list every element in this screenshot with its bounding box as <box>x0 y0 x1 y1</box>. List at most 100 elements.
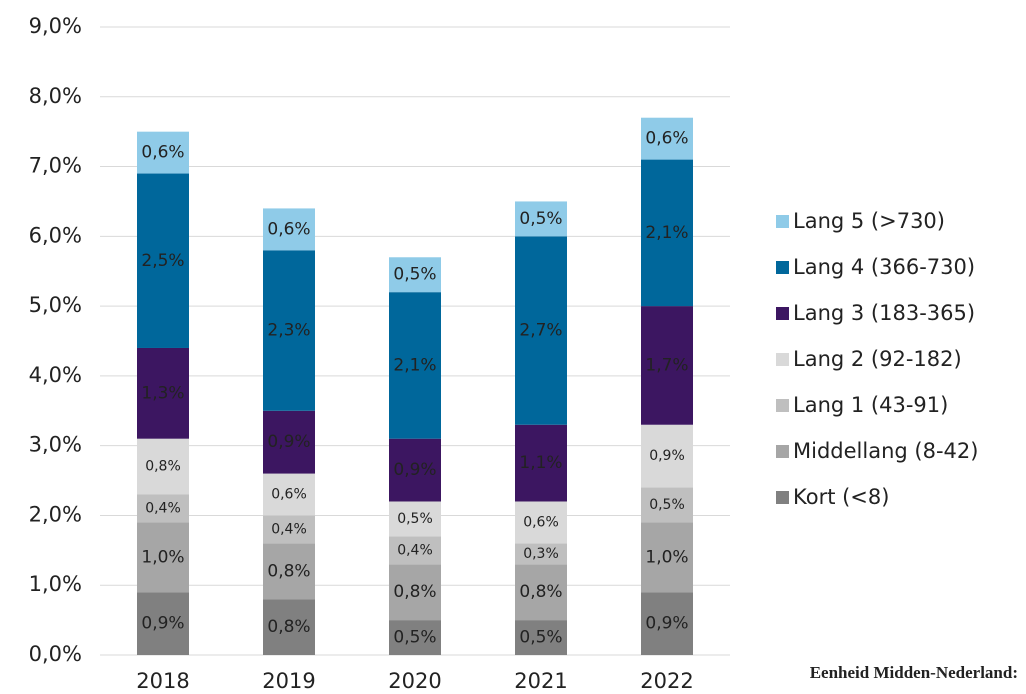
legend-swatch <box>776 353 789 366</box>
data-label: 0,5% <box>397 511 433 527</box>
bar-segment <box>137 347 189 439</box>
data-label: 0,4% <box>271 521 307 537</box>
data-label: 2,5% <box>141 251 184 271</box>
data-label: 0,6% <box>645 129 688 149</box>
data-label: 0,5% <box>649 497 685 513</box>
legend-swatch <box>776 445 789 458</box>
bar-segment <box>389 536 441 565</box>
bar-segment <box>641 424 693 488</box>
legend-label: Middellang (8-42) <box>793 439 978 463</box>
bar-segment <box>137 438 189 495</box>
bar-segment <box>137 173 189 348</box>
bar-segment <box>389 257 441 293</box>
bar-segment <box>515 564 567 621</box>
data-label: 0,4% <box>397 542 433 558</box>
legend-label: Lang 4 (366-730) <box>793 255 975 279</box>
data-label: 0,5% <box>393 628 436 648</box>
data-label: 0,9% <box>645 614 688 634</box>
y-tick-label: 2,0% <box>29 502 82 526</box>
data-label: 2,1% <box>645 223 688 243</box>
data-label: 0,6% <box>271 487 307 503</box>
legend-label: Lang 2 (92-182) <box>793 347 962 371</box>
bar-segment <box>389 501 441 537</box>
legend-label: Lang 1 (43-91) <box>793 393 948 417</box>
bar-segment <box>389 438 441 502</box>
data-label: 0,6% <box>141 143 184 163</box>
data-label: 0,8% <box>519 582 562 602</box>
data-label: 0,6% <box>267 219 310 239</box>
bar-segment <box>515 236 567 425</box>
x-tick-label: 2018 <box>136 669 189 693</box>
data-label: 0,9% <box>267 432 310 452</box>
bar-segment <box>389 564 441 621</box>
bar-segment <box>263 515 315 544</box>
bar-segment <box>263 250 315 411</box>
bar-segment <box>515 501 567 544</box>
bar-segment <box>263 410 315 474</box>
bar-segment <box>641 522 693 593</box>
legend-label: Lang 3 (183-365) <box>793 301 975 325</box>
bar-segment <box>641 592 693 655</box>
data-label: 0,5% <box>519 628 562 648</box>
bar-segment <box>641 487 693 523</box>
bar-segment <box>515 424 567 502</box>
x-tick-label: 2021 <box>514 669 567 693</box>
data-label: 0,9% <box>141 614 184 634</box>
y-tick-label: 6,0% <box>29 223 82 247</box>
legend-label: Lang 5 (>730) <box>793 209 945 233</box>
bar-segment <box>263 208 315 251</box>
y-tick-label: 3,0% <box>29 433 82 457</box>
data-label: 0,3% <box>523 546 559 562</box>
data-label: 2,1% <box>393 355 436 375</box>
x-tick-label: 2022 <box>640 669 693 693</box>
data-label: 0,5% <box>519 209 562 229</box>
data-label: 0,5% <box>393 265 436 285</box>
bar-segment <box>137 131 189 174</box>
legend-swatch <box>776 307 789 320</box>
data-label: 0,8% <box>145 459 181 475</box>
data-label: 0,9% <box>393 460 436 480</box>
data-label: 0,6% <box>523 514 559 530</box>
y-tick-label: 5,0% <box>29 293 82 317</box>
legend-swatch <box>776 215 789 228</box>
bar-segment <box>389 292 441 439</box>
data-label: 1,7% <box>645 355 688 375</box>
data-label: 0,4% <box>145 500 181 516</box>
y-tick-label: 4,0% <box>29 363 82 387</box>
legend-swatch <box>776 491 789 504</box>
data-label: 1,0% <box>645 547 688 567</box>
bar-segment <box>515 620 567 655</box>
legend-swatch <box>776 399 789 412</box>
bar-segment <box>263 473 315 516</box>
legend-swatch <box>776 261 789 274</box>
bar-segment <box>515 543 567 565</box>
y-tick-label: 0,0% <box>29 642 82 666</box>
bar-segment <box>137 494 189 523</box>
data-label: 1,1% <box>519 453 562 473</box>
bar-segment <box>263 599 315 655</box>
data-label: 0,9% <box>649 448 685 464</box>
data-label: 1,3% <box>141 383 184 403</box>
bar-segment <box>137 522 189 593</box>
data-label: 0,8% <box>267 561 310 581</box>
y-tick-label: 1,0% <box>29 572 82 596</box>
y-tick-label: 9,0% <box>29 14 82 38</box>
data-label: 0,8% <box>393 582 436 602</box>
bar-segment <box>263 543 315 600</box>
y-tick-label: 8,0% <box>29 84 82 108</box>
note: Eenheid Midden-Nederland: <box>810 663 1018 682</box>
data-label: 0,8% <box>267 617 310 637</box>
bar-segment <box>641 159 693 307</box>
x-tick-label: 2019 <box>262 669 315 693</box>
x-tick-label: 2020 <box>388 669 441 693</box>
y-tick-label: 7,0% <box>29 154 82 178</box>
bar-segment <box>641 117 693 160</box>
bar-segment <box>137 592 189 655</box>
data-label: 2,3% <box>267 321 310 341</box>
bar-segment <box>515 201 567 237</box>
legend-label: Kort (<8) <box>793 485 889 509</box>
data-label: 1,0% <box>141 547 184 567</box>
bar-segment <box>641 306 693 425</box>
bar-segment <box>389 620 441 655</box>
